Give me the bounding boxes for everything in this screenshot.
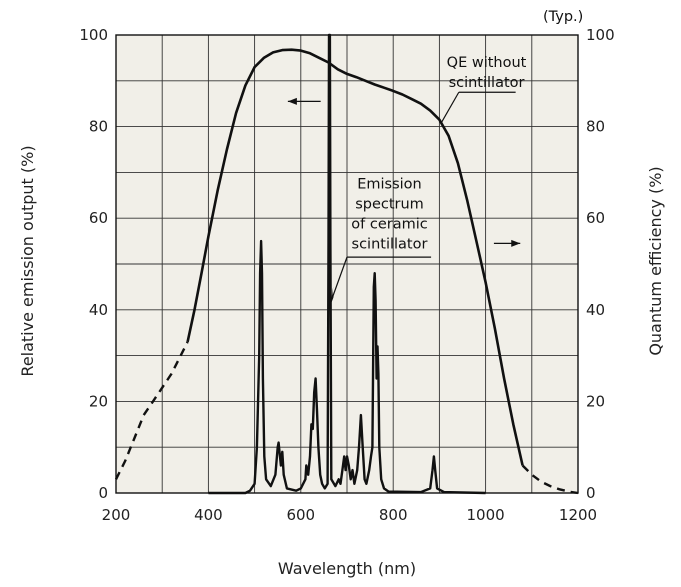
emission-spectrum-curve (208, 33, 486, 495)
emission-annotation-label: of ceramic (351, 216, 427, 232)
grid (116, 35, 578, 493)
y-tick-label-right: 80 (586, 118, 605, 136)
x-axis-title: Wavelength (nm) (278, 559, 416, 578)
qe-curve-dashed (114, 341, 189, 480)
emission-annotation-label: scintillator (352, 236, 428, 252)
x-tick-label: 1000 (467, 506, 505, 524)
qe-curve-dashed (521, 464, 579, 495)
y-tick-label-left: 80 (89, 118, 108, 136)
y-tick-label-left: 60 (89, 209, 108, 227)
x-tick-label: 600 (286, 506, 315, 524)
y-tick-label-right: 40 (586, 301, 605, 319)
y-tick-label-right: 20 (586, 392, 605, 410)
y-tick-label-left: 100 (79, 26, 108, 44)
y-tick-label-left: 40 (89, 301, 108, 319)
y-axis-left-title: Relative emission output (%) (18, 145, 37, 376)
y-tick-label-left: 20 (89, 392, 108, 410)
y-tick-label-left: 0 (98, 484, 108, 502)
y-tick-label-right: 60 (586, 209, 605, 227)
emission-leader-line (330, 256, 348, 301)
emission-annotation-label: spectrum (355, 196, 424, 212)
y-tick-label-right: 0 (586, 484, 596, 502)
qe-curve (186, 48, 524, 466)
y-tick-label-right: 100 (586, 26, 615, 44)
series-group (114, 33, 579, 495)
typical-note: (Typ.) (543, 9, 583, 25)
emission-arrowhead (330, 286, 335, 306)
qe-annotation-label: QE without (447, 55, 527, 71)
right-axis-arrow-head (511, 239, 521, 247)
x-tick-label: 400 (194, 506, 223, 524)
annotations: QE without scintillator Emission spectrum of… (287, 55, 527, 306)
y-axis-right-title: Quantum efficiency (%) (646, 166, 665, 355)
plot-frame (115, 34, 579, 494)
x-tick-label: 800 (379, 506, 408, 524)
tick-labels: 200 400 600 800 1000 1200 0 0 20 20 40 40 60 60 80 80 10… (79, 26, 614, 524)
emission-annotation-label: Emission (357, 176, 422, 192)
x-tick-label: 1200 (559, 506, 597, 524)
x-tick-label: 200 (102, 506, 131, 524)
qe-annotation-label: scintillator (449, 75, 525, 91)
left-axis-arrow-head (287, 97, 297, 105)
qe-leader-line (441, 91, 460, 123)
